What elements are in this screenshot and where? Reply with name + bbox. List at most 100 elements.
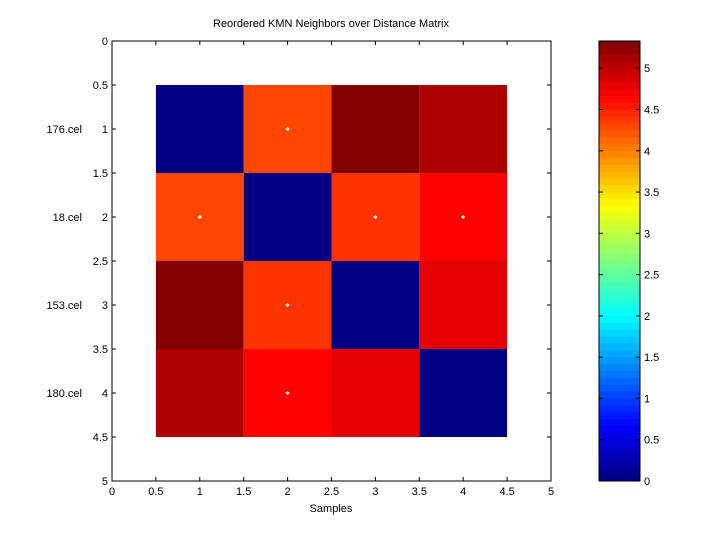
colorbar-segment bbox=[599, 199, 640, 207]
y-tick-label: 4 bbox=[102, 388, 108, 400]
colorbar-segment bbox=[599, 281, 640, 289]
colorbar-tick-label: 4 bbox=[644, 146, 650, 158]
colorbar-segment bbox=[599, 398, 640, 406]
y-tick-label: 4.5 bbox=[93, 432, 108, 444]
colorbar-segment bbox=[599, 240, 640, 248]
colorbar-segment bbox=[599, 68, 640, 76]
colorbar-segment bbox=[599, 75, 640, 83]
neighbor-marker bbox=[461, 214, 466, 220]
y-tick-label: 5 bbox=[102, 476, 108, 488]
colorbar-tick-label: 1 bbox=[644, 393, 650, 405]
colorbar-segment bbox=[599, 322, 640, 331]
colorbar-segment bbox=[599, 137, 640, 145]
x-tick-label: 1 bbox=[197, 486, 203, 498]
colorbar-segment bbox=[599, 254, 640, 262]
colorbar-segment bbox=[599, 89, 640, 97]
x-tick-label: 3 bbox=[372, 486, 378, 498]
colorbar-tick-label: 5 bbox=[644, 63, 650, 75]
x-tick-label: 3.5 bbox=[412, 486, 427, 498]
heatmap-cell bbox=[331, 349, 420, 437]
colorbar-segment bbox=[599, 474, 640, 482]
colorbar-segment bbox=[599, 467, 640, 475]
colorbar-segment bbox=[599, 164, 640, 173]
colorbar-segment bbox=[599, 109, 640, 118]
colorbar-segment bbox=[599, 419, 640, 427]
colorbar-segment bbox=[599, 371, 640, 379]
heatmap-cell bbox=[155, 261, 244, 349]
colorbar-segment bbox=[599, 460, 640, 468]
colorbar-segment bbox=[599, 54, 640, 63]
y-tick-label: 3.5 bbox=[93, 344, 108, 356]
colorbar-tick-label: 4.5 bbox=[644, 105, 659, 117]
neighbor-marker bbox=[285, 390, 290, 396]
chart-title: Reordered KMN Neighbors over Distance Ma… bbox=[213, 18, 449, 30]
heatmap-cell bbox=[331, 261, 420, 349]
colorbar-tick-label: 3.5 bbox=[644, 187, 659, 199]
y-tick-label: 1 bbox=[102, 124, 108, 136]
colorbar-segment bbox=[599, 192, 640, 200]
y-tick-label: 0.5 bbox=[93, 80, 108, 92]
colorbar-tick-label: 1.5 bbox=[644, 352, 659, 364]
colorbar-segment bbox=[599, 432, 640, 441]
heatmap-cell bbox=[419, 349, 508, 437]
colorbar-segment bbox=[599, 453, 640, 461]
colorbar-segment bbox=[599, 357, 640, 365]
colorbar-segment bbox=[599, 185, 640, 193]
colorbar-segment bbox=[599, 343, 640, 351]
colorbar-segment bbox=[599, 144, 640, 152]
colorbar-segment bbox=[599, 336, 640, 344]
colorbar-segment bbox=[599, 412, 640, 420]
y-tick-label: 2.5 bbox=[93, 256, 108, 268]
y-tick-label: 3 bbox=[102, 300, 108, 312]
colorbar-segment bbox=[599, 82, 640, 90]
colorbar-segment bbox=[599, 274, 640, 283]
colorbar-segment bbox=[599, 267, 640, 276]
colorbar-segment bbox=[599, 377, 640, 386]
x-tick-label: 4 bbox=[460, 486, 466, 498]
colorbar-segment bbox=[599, 364, 640, 372]
heatmap-cell bbox=[419, 85, 508, 173]
x-tick-label: 2 bbox=[285, 486, 291, 498]
neighbor-marker bbox=[285, 302, 290, 308]
colorbar-segment bbox=[599, 384, 640, 393]
colorbar-tick-label: 2 bbox=[644, 311, 650, 323]
x-tick-label: 1.5 bbox=[236, 486, 251, 498]
heatmap-cell bbox=[243, 173, 332, 261]
heatmap-cell bbox=[331, 85, 420, 173]
colorbar-tick-label: 2.5 bbox=[644, 270, 659, 282]
x-tick-label: 2.5 bbox=[324, 486, 339, 498]
colorbar-segment bbox=[599, 446, 640, 454]
colorbar-segment bbox=[599, 302, 640, 310]
colorbar-segment bbox=[599, 171, 640, 179]
y-tick-label: 1.5 bbox=[93, 168, 108, 180]
y-tick-label: 2 bbox=[102, 212, 108, 224]
colorbar-segment bbox=[599, 157, 640, 166]
row-label: 18.cel bbox=[53, 212, 82, 224]
colorbar-segment bbox=[599, 439, 640, 448]
colorbar-segment bbox=[599, 288, 640, 296]
heatmap-cell bbox=[155, 349, 244, 437]
colorbar-segment bbox=[599, 116, 640, 124]
neighbor-marker bbox=[197, 214, 202, 220]
row-label: 180.cel bbox=[47, 388, 82, 400]
colorbar-segment bbox=[599, 212, 640, 221]
colorbar-tick-label: 0.5 bbox=[644, 435, 659, 447]
colorbar-segment bbox=[599, 61, 640, 69]
colorbar-segment bbox=[599, 41, 640, 49]
x-tick-label: 5 bbox=[548, 486, 554, 498]
colorbar-segment bbox=[599, 102, 640, 111]
colorbar-segment bbox=[599, 123, 640, 131]
colorbar-segment bbox=[599, 391, 640, 399]
colorbar-segment bbox=[599, 247, 640, 255]
colorbar-segment bbox=[599, 206, 640, 214]
y-tick-label: 0 bbox=[102, 36, 108, 48]
colorbar-tick-label: 0 bbox=[644, 476, 650, 488]
colorbar-segment bbox=[599, 405, 640, 413]
row-label: 176.cel bbox=[47, 124, 82, 136]
neighbor-marker bbox=[373, 214, 378, 220]
x-tick-label: 0 bbox=[109, 486, 115, 498]
colorbar-segment bbox=[599, 219, 640, 228]
colorbar-segment bbox=[599, 178, 640, 186]
x-tick-label: 4.5 bbox=[499, 486, 514, 498]
